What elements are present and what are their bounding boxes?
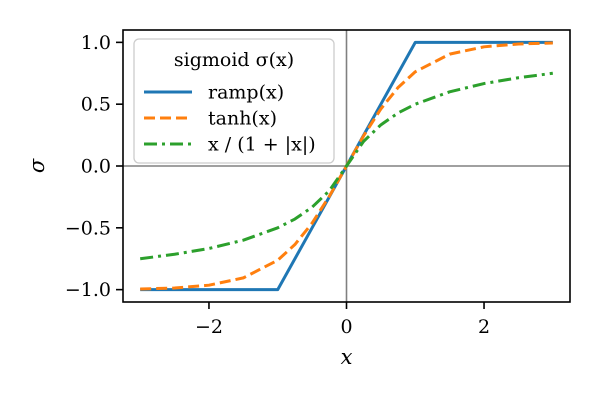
y-tick-label: 1.0 (81, 32, 111, 54)
y-tick-label: 0.0 (81, 156, 111, 178)
x-tick-label: 2 (478, 316, 490, 338)
series-line-2 (139, 71, 554, 261)
x-axis-label: x (341, 345, 353, 369)
legend-entry-0: ramp(x) (208, 82, 284, 104)
y-axis-label: σ (25, 158, 49, 173)
legend-entry-1: tanh(x) (208, 108, 277, 130)
legend-title: sigmoid σ(x) (174, 49, 294, 71)
y-tick-label: −1.0 (65, 279, 111, 301)
legend-box (133, 38, 335, 164)
y-tick-label: −0.5 (65, 217, 111, 239)
y-tick-label: 0.5 (81, 94, 111, 116)
legend-entry-2: x / (1 + |x|) (208, 134, 316, 156)
x-tick-label: −2 (195, 316, 223, 338)
x-tick-label: 0 (340, 316, 352, 338)
